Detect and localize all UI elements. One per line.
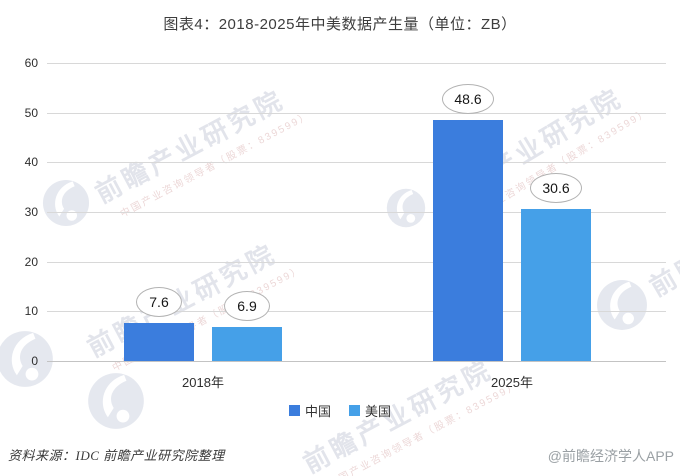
legend-item-usa: 美国: [349, 401, 391, 420]
legend-swatch-china-icon: [288, 405, 300, 416]
chart-title: 图表4：2018-2025年中美数据产生量（单位：ZB）: [163, 16, 517, 33]
x-axis-label-2025: 2025年: [491, 375, 533, 390]
data-label-china-2018: 7.6: [136, 287, 182, 318]
y-axis-label-50: 50: [24, 105, 38, 120]
bar-china-2018: [124, 323, 194, 361]
legend-swatch-usa-icon: [349, 405, 360, 416]
data-label-usa-2018: 6.9: [224, 290, 270, 321]
data-label-usa-2025: 30.6: [530, 173, 582, 204]
watermark-logo-icon: [596, 279, 648, 336]
y-axis-label-40: 40: [24, 155, 38, 170]
gridline-10: [47, 311, 666, 313]
gridline-0: [47, 361, 666, 362]
y-axis-label-0: 0: [31, 354, 38, 368]
y-axis-label-60: 60: [24, 56, 38, 70]
y-axis-label-20: 20: [24, 254, 38, 269]
watermark-logo-icon: [386, 188, 426, 233]
data-label-china-2025: 48.6: [442, 83, 494, 114]
watermark-text: 前瞻产业研究院: [644, 171, 680, 303]
watermark-text: 前瞻产业研究院 中国产业咨询领导者（股票：839599）: [90, 83, 313, 221]
gridline-20: [47, 261, 666, 263]
legend-label-china: 中国: [304, 404, 331, 419]
legend: 中国 美国: [0, 401, 680, 420]
legend-label-usa: 美国: [365, 404, 392, 419]
gridline-60: [47, 63, 666, 64]
source-note: 资料来源：IDC 前瞻产业研究院整理: [8, 448, 225, 463]
watermark-logo-icon: [42, 179, 90, 232]
gridline-40: [47, 162, 666, 164]
y-axis-label-10: 10: [24, 304, 38, 319]
bar-usa-2018: [212, 326, 282, 361]
credit-note: @前瞻经济学人APP: [547, 448, 674, 464]
gridline-50: [47, 112, 666, 114]
bar-usa-2025: [521, 209, 591, 361]
bar-china-2025: [433, 119, 503, 361]
y-axis-label-30: 30: [24, 205, 38, 219]
legend-item-china: 中国: [288, 401, 331, 420]
x-axis-label-2018: 2018年: [182, 375, 224, 390]
gridline-30: [47, 212, 666, 213]
